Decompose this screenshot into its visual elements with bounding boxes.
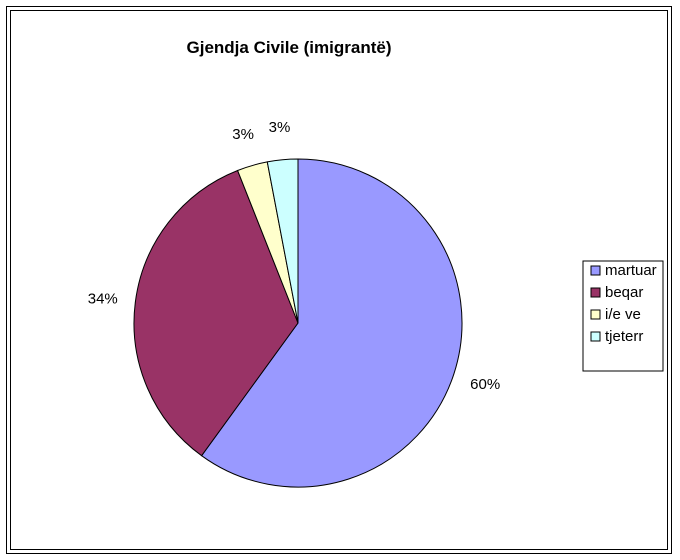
legend-swatch-beqar <box>591 288 600 297</box>
pct-label-i-e-ve: 3% <box>232 126 254 143</box>
legend-label-i-e-ve: i/e ve <box>605 306 641 323</box>
legend-swatch-martuar <box>591 266 600 275</box>
legend-label-beqar: beqar <box>605 284 643 301</box>
legend-swatch-i-e-ve <box>591 310 600 319</box>
legend-label-tjeterr: tjeterr <box>605 328 643 345</box>
chart-outer-frame: Gjendja Civile (imigrantë) 60% 34% 3% 3% ma… <box>6 6 672 554</box>
pct-label-tjeterr: 3% <box>269 119 291 136</box>
pie-slices <box>134 159 462 487</box>
pie-chart: Gjendja Civile (imigrantë) 60% 34% 3% 3% ma… <box>11 11 667 549</box>
pct-label-martuar: 60% <box>470 376 500 393</box>
chart-area: Gjendja Civile (imigrantë) 60% 34% 3% 3% ma… <box>10 10 668 550</box>
legend-label-martuar: martuar <box>605 262 657 279</box>
legend: martuar beqar i/e ve tjeterr <box>583 261 663 371</box>
chart-title: Gjendja Civile (imigrantë) <box>187 38 392 57</box>
legend-swatch-tjeterr <box>591 332 600 341</box>
pct-label-beqar: 34% <box>88 290 118 307</box>
